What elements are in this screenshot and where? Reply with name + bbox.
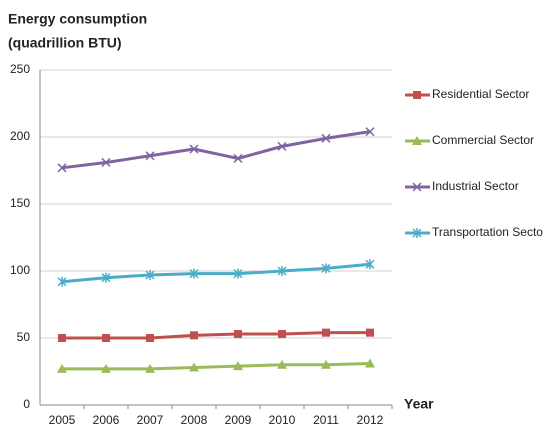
marker <box>145 363 155 373</box>
marker <box>57 163 67 173</box>
legend-label: Commercial Sector <box>432 133 534 147</box>
y-axis-title: (quadrillion BTU) <box>8 35 122 51</box>
x-tick-label: 2007 <box>137 413 164 427</box>
marker <box>322 328 330 337</box>
marker <box>321 263 331 274</box>
marker <box>145 270 155 281</box>
marker <box>190 331 198 340</box>
marker <box>101 157 111 167</box>
x-tick-label: 2011 <box>313 413 339 427</box>
y-axis-title: Energy consumption <box>8 11 147 27</box>
x-axis-title: Year <box>404 396 434 412</box>
y-tick-label: 200 <box>10 129 30 143</box>
marker <box>278 329 286 338</box>
x-tick-label: 2010 <box>269 413 296 427</box>
marker <box>413 91 421 99</box>
marker <box>234 329 242 338</box>
marker <box>365 358 375 368</box>
marker <box>366 328 374 337</box>
y-tick-label: 50 <box>17 330 31 344</box>
series-line <box>62 361 371 371</box>
legend-label: Residential Sector <box>432 87 529 101</box>
x-tick-label: 2009 <box>225 413 252 427</box>
marker <box>102 334 110 342</box>
marker <box>233 361 243 371</box>
marker <box>277 266 287 276</box>
y-tick-label: 0 <box>23 397 30 411</box>
marker <box>277 359 287 369</box>
marker <box>145 151 155 161</box>
y-tick-label: 150 <box>10 196 30 210</box>
marker <box>146 334 154 342</box>
series-line <box>61 130 371 170</box>
marker <box>101 363 111 373</box>
x-tick-label: 2008 <box>181 413 208 427</box>
marker <box>412 182 422 192</box>
marker <box>58 334 66 342</box>
series-line <box>62 331 370 340</box>
marker <box>101 272 111 283</box>
marker <box>233 268 243 279</box>
marker <box>189 268 199 279</box>
marker <box>412 228 422 238</box>
marker <box>321 359 331 369</box>
marker <box>412 136 422 145</box>
marker <box>189 362 199 372</box>
x-tick-label: 2005 <box>49 413 76 427</box>
marker <box>57 363 67 373</box>
marker <box>365 127 375 137</box>
marker <box>277 141 287 151</box>
legend-label: Transportation Secto <box>432 225 543 239</box>
marker <box>321 133 331 143</box>
marker <box>233 153 243 163</box>
x-tick-label: 2006 <box>93 413 120 427</box>
marker <box>189 144 199 154</box>
marker <box>365 259 375 270</box>
y-tick-label: 250 <box>10 62 30 76</box>
x-tick-label: 2012 <box>357 413 384 427</box>
series-line <box>61 262 371 284</box>
y-tick-label: 100 <box>10 263 30 277</box>
marker <box>57 276 67 287</box>
legend-label: Industrial Sector <box>432 179 519 193</box>
